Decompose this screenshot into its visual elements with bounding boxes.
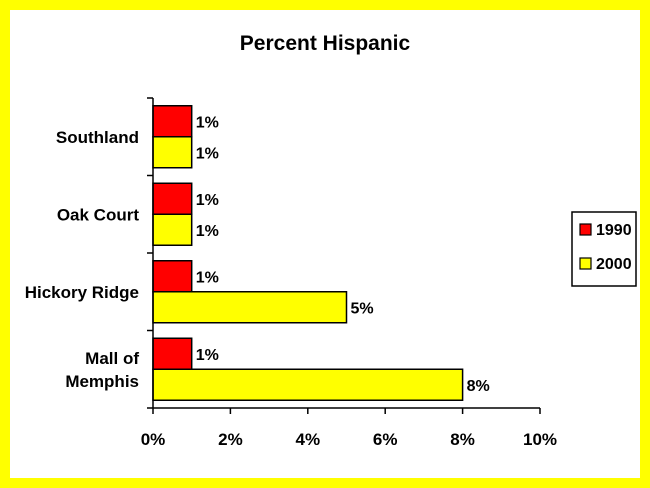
plot-area: 1% 1% Southland 1% 1% Oak Court 1% 5% Hickory Ri…	[25, 97, 557, 449]
legend-label-2000: 2000	[596, 256, 632, 273]
bar-1990-0	[152, 105, 193, 138]
bar-2000-2	[152, 291, 348, 324]
x-tick-label-1: 2%	[218, 430, 243, 449]
data-label-1990-1: 1%	[196, 192, 219, 209]
x-tick-label-3: 6%	[373, 430, 398, 449]
data-label-2000-2: 5%	[351, 300, 374, 317]
bar-1990-3	[152, 337, 193, 370]
x-tick-label-4: 8%	[450, 430, 475, 449]
legend-swatch-1990	[579, 223, 592, 236]
bar-chart: Percent Hispanic 1% 1% Southland 1% 1% Oak Co…	[25, 32, 637, 449]
data-label-1990-0: 1%	[196, 114, 219, 131]
data-label-1990-3: 1%	[196, 347, 219, 364]
bar-2000-0	[152, 136, 193, 169]
bar-2000-3	[152, 368, 464, 401]
category-label-2: Hickory Ridge	[25, 283, 139, 302]
legend-label-1990: 1990	[596, 222, 632, 239]
chart-title: Percent Hispanic	[240, 32, 411, 55]
data-label-2000-3: 8%	[467, 378, 490, 395]
x-tick-label-0: 0%	[141, 430, 166, 449]
category-label-3: Mall of Memphis	[65, 349, 139, 391]
category-label-1: Oak Court	[57, 205, 140, 224]
x-tick-label-5: 10%	[523, 430, 557, 449]
category-label-0: Southland	[56, 128, 139, 147]
bar-1990-1	[152, 182, 193, 215]
legend-swatch-2000	[579, 257, 592, 270]
bar-2000-1	[152, 213, 193, 246]
data-label-2000-1: 1%	[196, 223, 219, 240]
data-label-2000-0: 1%	[196, 145, 219, 162]
bar-1990-2	[152, 260, 193, 293]
legend: 1990 2000	[571, 211, 637, 287]
x-tick-label-2: 4%	[296, 430, 321, 449]
data-label-1990-2: 1%	[196, 269, 219, 286]
